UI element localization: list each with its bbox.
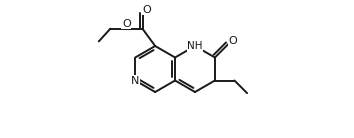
Text: NH: NH xyxy=(187,41,203,51)
Text: O: O xyxy=(228,36,237,46)
Text: O: O xyxy=(122,19,131,29)
Text: N: N xyxy=(131,75,139,86)
Text: O: O xyxy=(142,5,151,15)
